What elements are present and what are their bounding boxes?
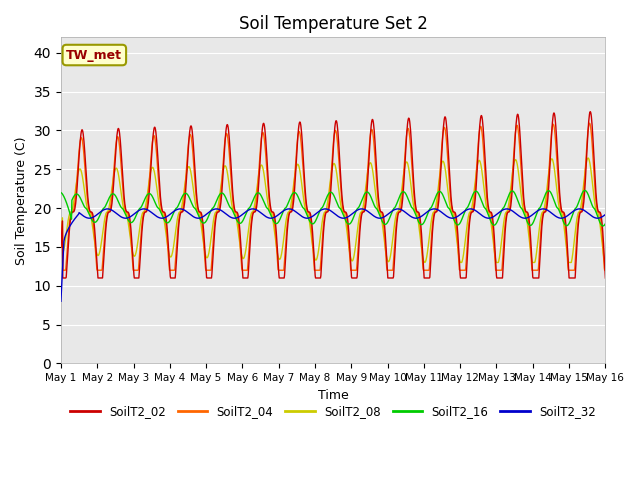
Legend: SoilT2_02, SoilT2_04, SoilT2_08, SoilT2_16, SoilT2_32: SoilT2_02, SoilT2_04, SoilT2_08, SoilT2_…	[65, 400, 601, 423]
X-axis label: Time: Time	[318, 389, 349, 402]
Y-axis label: Soil Temperature (C): Soil Temperature (C)	[15, 136, 28, 264]
Title: Soil Temperature Set 2: Soil Temperature Set 2	[239, 15, 428, 33]
Text: TW_met: TW_met	[67, 48, 122, 61]
